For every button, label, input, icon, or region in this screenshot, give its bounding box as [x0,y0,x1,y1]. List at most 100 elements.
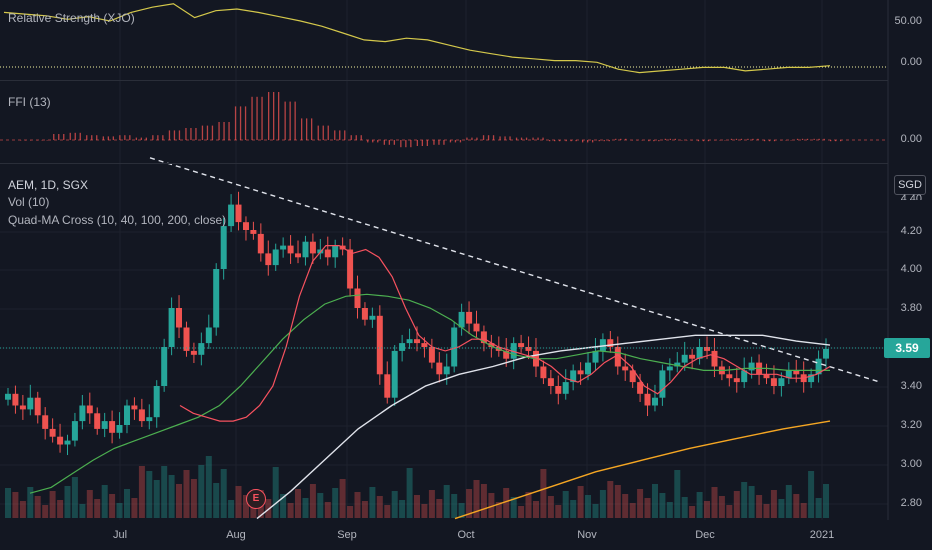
candle-body [205,327,212,344]
ffi-bar [592,140,594,143]
ffi-bar [724,140,726,141]
ffi-bar [681,140,683,141]
candle-body [153,386,160,418]
volume-bar [376,496,383,518]
ffi-bar [818,138,820,140]
volume-bar [763,504,770,518]
ffi-bar [306,118,308,140]
candle-body [525,347,532,351]
ffi-bar [405,140,407,148]
candle-body [399,343,406,351]
candle-body [272,249,279,266]
last-price-tag: 3.59 [884,338,930,358]
candle-body [19,405,26,410]
candle-body [302,241,309,258]
ffi-bar [454,140,457,143]
candle-body [176,308,182,328]
candle-body [64,440,71,445]
pane-divider[interactable] [0,163,888,164]
ffi-bar [152,135,154,140]
volume-bar [317,493,324,518]
volume-bar [428,490,435,518]
ffi-bar [542,137,544,140]
candle-body [793,370,800,375]
volume-bar [547,496,554,518]
ffi-bar [206,125,209,140]
x-tick-aug: Aug [226,529,246,541]
volume-bar [109,494,116,518]
ffi-bar [615,138,617,140]
earnings-badge[interactable]: E [246,489,266,509]
candle-body [637,382,644,394]
volume-legend[interactable]: Vol (10) [8,195,50,209]
pane-divider[interactable] [0,80,888,81]
volume-bar [748,486,755,518]
candle-body [659,370,666,398]
price-tick-3.20: 3.20 [900,419,922,431]
ffi-bar [554,140,556,142]
symbol-title[interactable]: AEM, 1D, SGX [8,178,89,192]
ffi-bar [317,125,319,140]
candle-body [183,327,190,351]
candle-body [79,405,86,422]
volume-bar [436,499,443,518]
ffi-bar [339,130,341,140]
ffi-bar [355,135,357,140]
candle-body [109,421,116,433]
ffi-bar [145,137,147,140]
volume-bar [280,494,287,518]
volume-bar [711,487,718,518]
candle-body [763,374,770,379]
ffi-bar [625,138,627,140]
ffi-indicator-title[interactable]: FFI (13) [8,95,51,109]
ffi-bar [608,140,610,142]
ma40-line [29,293,830,494]
volume-bar [510,497,517,518]
ffi-bar [96,135,98,140]
candle-body [146,417,153,422]
ma-cross-legend[interactable]: Quad-MA Cross (10, 40, 100, 200, close) [8,213,227,227]
candle-body [250,230,257,234]
ffi-bar [565,140,567,142]
ffi-bar [525,137,528,140]
ffi-bar [185,128,187,140]
ffi-bar [658,140,660,142]
candle-body [689,354,696,359]
ffi-bar [768,140,771,142]
rs-indicator-title[interactable]: Relative Strength (XJO) [8,11,135,25]
ffi-bar [278,92,280,140]
ffi-bar [515,137,518,140]
volume-bar [562,491,569,518]
volume-bar [228,500,235,518]
candle-body [466,311,473,324]
candle-body [652,397,658,406]
candle-body [629,370,636,383]
volume-bar [644,498,651,518]
volume-bar [495,502,502,518]
ffi-bar [735,138,738,140]
ffi-bar [311,118,313,140]
candle-body [406,339,413,344]
volume-bar [27,487,34,518]
currency-selector[interactable]: SGD [894,175,926,195]
ffi-bar [119,135,121,140]
trendline [149,157,881,383]
ffi-bar [582,140,584,143]
ffi-bar [410,140,412,148]
ffi-bar [757,138,759,140]
ffi-bar [301,118,303,140]
candle-body [384,374,391,398]
volume-bar [800,503,807,518]
ffi-bar [653,140,655,142]
ffi-bar [228,122,230,140]
volume-bar [34,496,41,518]
ffi-bar [377,140,379,143]
ffi-bar [636,140,638,141]
candle-body [361,308,368,320]
candle-body [592,350,599,363]
ffi-bar [190,128,192,140]
volume-bar [124,489,130,518]
price-tick-4.40: 4.40 [900,193,922,200]
candle-body [27,397,34,410]
